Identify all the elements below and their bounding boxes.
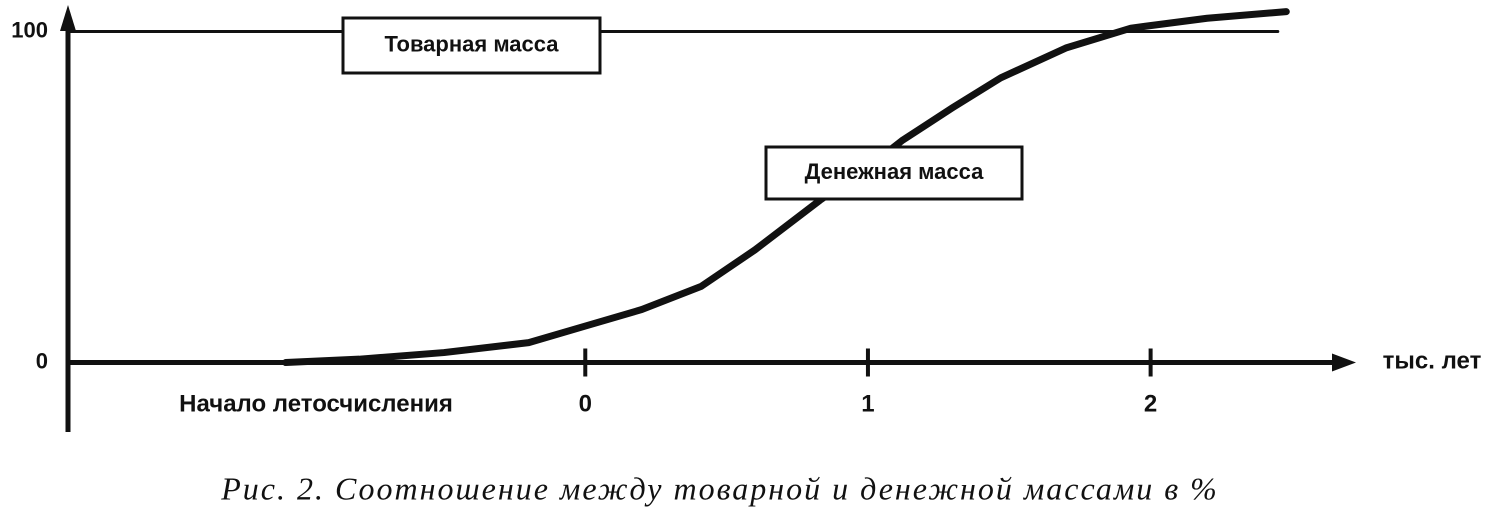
y-tick-label: 0 xyxy=(36,348,48,373)
label-box xyxy=(341,16,602,75)
y-tick-label: 100 xyxy=(11,17,48,42)
annotation: Начало летосчисления xyxy=(179,390,453,417)
x-tick-label: 1 xyxy=(861,390,874,417)
x-axis-label: тыс. лет xyxy=(1383,347,1482,374)
x-tick-label: 0 xyxy=(579,390,592,417)
chart-title: Рис. 2. Соотношение между товарной и ден… xyxy=(220,470,1219,506)
x-tick-label: 2 xyxy=(1144,390,1157,417)
label-box xyxy=(764,145,1024,201)
series-label: Товарная масса xyxy=(384,31,559,56)
x-axis-arrow xyxy=(1332,353,1356,372)
y-axis-arrow xyxy=(60,5,76,31)
series-label: Денежная масса xyxy=(805,159,984,184)
